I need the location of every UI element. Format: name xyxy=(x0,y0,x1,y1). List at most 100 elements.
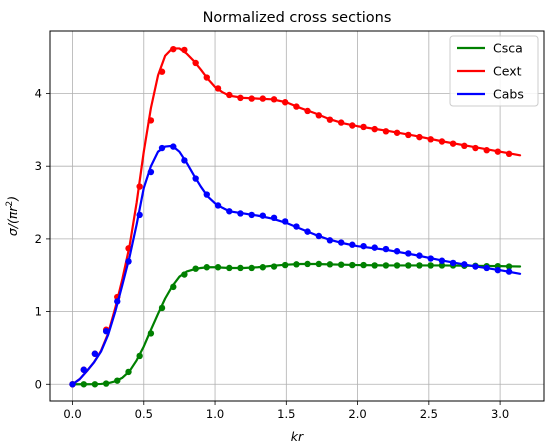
x-tick-label: 3.0 xyxy=(491,407,509,421)
data-point-cext xyxy=(472,144,479,152)
data-point-cabs xyxy=(270,214,278,222)
data-point-cabs xyxy=(315,232,323,240)
legend-box xyxy=(449,35,539,107)
plot-frame-border xyxy=(49,30,545,402)
data-point-cext xyxy=(371,125,378,133)
data-point-cext xyxy=(393,129,401,136)
data-point-cabs xyxy=(91,350,99,357)
data-point-csca xyxy=(125,368,132,376)
data-point-cext xyxy=(438,138,446,145)
data-point-csca xyxy=(203,264,210,271)
data-point-cext xyxy=(248,95,255,102)
data-point-cext xyxy=(405,131,412,139)
data-point-csca xyxy=(237,264,244,272)
data-point-cabs xyxy=(371,244,378,251)
data-point-cext xyxy=(181,46,188,54)
data-point-cabs xyxy=(438,257,446,264)
data-point-csca xyxy=(147,330,155,337)
data-point-cext xyxy=(505,150,513,158)
y-tick-label: 4 xyxy=(35,87,42,101)
y-tick-label: 2 xyxy=(35,232,42,246)
data-point-cabs xyxy=(360,242,367,250)
data-point-cabs xyxy=(382,245,390,253)
data-point-cext xyxy=(427,136,434,143)
data-point-cabs xyxy=(214,202,222,209)
data-point-cext xyxy=(158,68,166,75)
data-point-csca xyxy=(226,264,233,272)
data-point-cext xyxy=(237,94,244,102)
data-point-cext xyxy=(203,74,210,81)
data-point-cabs xyxy=(505,268,513,275)
data-point-cext xyxy=(483,147,490,154)
data-point-cext xyxy=(449,140,457,147)
data-point-csca xyxy=(438,262,446,269)
data-point-cabs xyxy=(461,261,468,268)
data-point-cext xyxy=(226,91,233,99)
grid xyxy=(50,31,544,401)
legend-label-cabs: Cabs xyxy=(493,87,524,102)
data-point-csca xyxy=(214,264,222,271)
data-point-cext xyxy=(494,148,502,155)
data-point-cabs xyxy=(293,223,300,230)
data-point-cabs xyxy=(181,157,188,164)
x-tick-label: 0.5 xyxy=(135,407,153,421)
data-point-cabs xyxy=(337,239,345,246)
data-point-cext xyxy=(326,116,334,123)
data-point-cabs xyxy=(349,241,356,248)
data-point-csca xyxy=(304,260,311,268)
data-point-cabs xyxy=(114,298,121,305)
data-point-cext xyxy=(360,123,367,131)
data-point-csca xyxy=(505,263,513,270)
data-point-cabs xyxy=(203,191,210,198)
data-point-cabs xyxy=(281,218,289,225)
data-point-csca xyxy=(382,262,390,269)
data-point-csca xyxy=(281,261,289,269)
data-point-cabs xyxy=(170,143,177,150)
data-point-cext xyxy=(461,142,468,150)
data-point-csca xyxy=(360,261,367,269)
data-point-csca xyxy=(181,271,188,278)
data-point-cabs xyxy=(259,212,266,219)
data-point-cabs xyxy=(449,259,457,267)
legend: Csca Cext Cabs xyxy=(449,35,539,107)
data-point-cext xyxy=(293,103,300,110)
data-point-csca xyxy=(80,381,87,388)
data-point-csca xyxy=(393,262,401,269)
data-point-cabs xyxy=(147,168,155,176)
data-point-csca xyxy=(405,262,412,269)
x-tick-label: 0.0 xyxy=(63,407,81,421)
data-point-cabs xyxy=(226,208,233,215)
data-point-csca xyxy=(427,262,434,269)
data-point-cabs xyxy=(80,366,87,373)
y-tick-label: 1 xyxy=(35,305,42,319)
data-point-cext xyxy=(136,183,143,190)
data-point-cabs xyxy=(416,252,423,259)
data-point-csca xyxy=(270,263,278,270)
data-point-cabs xyxy=(248,211,255,219)
ticks: 0.0 0.5 1.0 1.5 2.0 2.5 3.0 0 1 2 3 4 xyxy=(35,87,510,421)
x-tick-label: 2.0 xyxy=(348,407,366,421)
data-point-cabs xyxy=(237,210,244,217)
data-point-cabs xyxy=(494,266,502,274)
data-point-csca xyxy=(293,261,300,268)
data-point-cext xyxy=(281,99,289,106)
data-point-cabs xyxy=(136,211,143,219)
data-point-cext xyxy=(170,45,177,53)
data-point-cext xyxy=(192,59,199,67)
data-point-csca xyxy=(136,352,143,360)
data-point-cext xyxy=(416,133,423,141)
data-point-cext xyxy=(259,95,266,102)
x-tick-label: 1.5 xyxy=(277,407,295,421)
legend-label-cext: Cext xyxy=(493,64,522,79)
data-point-csca xyxy=(371,262,378,269)
data-point-csca xyxy=(416,262,423,269)
data-point-csca xyxy=(158,304,166,312)
data-point-cabs xyxy=(125,258,132,265)
data-point-cabs xyxy=(304,228,311,235)
x-tick-label: 2.5 xyxy=(420,407,438,421)
data-point-cabs xyxy=(158,144,166,152)
data-point-csca xyxy=(102,380,110,387)
data-point-cabs xyxy=(326,237,334,244)
data-point-cabs xyxy=(483,264,490,272)
